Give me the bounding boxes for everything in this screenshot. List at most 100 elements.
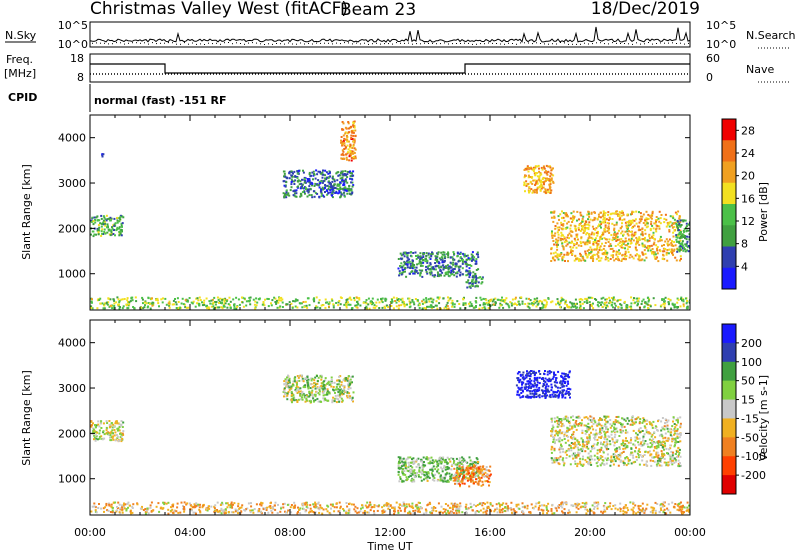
data-cell	[288, 384, 291, 387]
data-cell	[628, 239, 631, 242]
data-cell	[500, 299, 503, 301]
data-cell	[110, 422, 113, 424]
data-cell	[523, 169, 526, 171]
nsearch-dot	[348, 42, 349, 44]
data-cell	[344, 178, 347, 181]
data-cell	[422, 456, 425, 459]
data-cell	[688, 238, 690, 241]
nsearch-dot	[440, 43, 441, 45]
data-cell	[199, 299, 202, 302]
data-cell	[605, 218, 608, 221]
data-cell	[327, 191, 330, 194]
data-cell	[634, 231, 637, 234]
data-cell	[161, 301, 164, 304]
data-cell	[350, 189, 353, 192]
data-cell	[434, 268, 437, 271]
data-cell	[116, 437, 119, 439]
data-cell	[602, 232, 605, 235]
nsearch-dot	[96, 42, 97, 44]
data-cell	[640, 430, 642, 433]
data-cell	[130, 296, 133, 299]
data-cell	[443, 254, 446, 257]
data-cell	[541, 306, 543, 309]
data-cell	[579, 460, 582, 463]
data-cell	[622, 211, 624, 214]
data-cell	[261, 303, 264, 306]
data-cell	[684, 219, 687, 222]
data-cell	[552, 174, 555, 177]
data-cell	[645, 256, 648, 259]
data-cell	[620, 238, 623, 240]
data-cell	[467, 473, 469, 476]
data-cell	[314, 177, 317, 180]
data-cell	[407, 470, 410, 473]
data-cell	[411, 480, 414, 483]
data-cell	[568, 370, 571, 373]
data-cell	[294, 195, 297, 198]
data-cell	[624, 253, 627, 256]
data-cell	[220, 302, 223, 305]
data-cell	[290, 302, 293, 305]
data-cell	[398, 274, 401, 277]
data-cell	[398, 304, 401, 307]
data-cell	[621, 222, 623, 225]
data-cell	[278, 299, 281, 302]
data-cell	[681, 299, 683, 302]
data-cell	[571, 221, 574, 223]
data-cell	[587, 296, 590, 299]
data-cell	[435, 304, 438, 307]
data-cell	[548, 185, 551, 188]
data-cell	[436, 271, 439, 274]
data-cell	[398, 480, 401, 483]
data-cell	[102, 422, 105, 425]
data-cell	[557, 302, 560, 305]
data-cell	[349, 381, 352, 384]
data-cell	[534, 188, 537, 191]
data-cell	[402, 303, 405, 306]
data-cell	[597, 213, 600, 216]
data-cell	[570, 235, 573, 238]
data-cell	[451, 302, 454, 305]
data-cell	[417, 457, 420, 460]
data-cell	[673, 241, 676, 243]
data-cell	[537, 302, 540, 305]
nsearch-dot	[476, 43, 477, 45]
data-cell	[349, 383, 351, 386]
data-cell	[315, 305, 318, 308]
data-cell	[590, 212, 593, 215]
data-cell	[446, 305, 449, 308]
data-cell	[660, 429, 663, 432]
data-cell	[329, 191, 332, 194]
data-cell	[295, 381, 298, 384]
data-cell	[599, 220, 602, 223]
data-cell	[252, 298, 255, 301]
data-cell	[429, 468, 432, 471]
data-cell	[667, 303, 670, 306]
data-cell	[397, 307, 400, 310]
data-cell	[133, 307, 136, 310]
data-cell	[600, 249, 603, 252]
data-cell	[570, 241, 572, 244]
data-cell	[309, 187, 312, 190]
data-cell	[351, 178, 354, 181]
data-cell	[474, 276, 477, 279]
data-cell	[443, 477, 446, 480]
data-cell	[306, 189, 309, 192]
data-cell	[198, 296, 201, 299]
data-cell	[465, 265, 468, 268]
data-cell	[293, 379, 296, 382]
data-cell	[438, 302, 441, 305]
data-cell	[521, 381, 524, 384]
data-cell	[348, 384, 351, 387]
data-cell	[296, 176, 299, 179]
nsearch-dot	[480, 43, 481, 45]
data-cell	[290, 398, 293, 401]
data-cell	[91, 216, 94, 219]
data-cell	[606, 230, 609, 233]
data-cell	[598, 246, 601, 249]
data-cell	[294, 299, 297, 302]
data-cell	[470, 468, 473, 471]
data-cell	[344, 126, 347, 129]
data-cell	[412, 478, 415, 481]
data-cell	[354, 148, 357, 151]
